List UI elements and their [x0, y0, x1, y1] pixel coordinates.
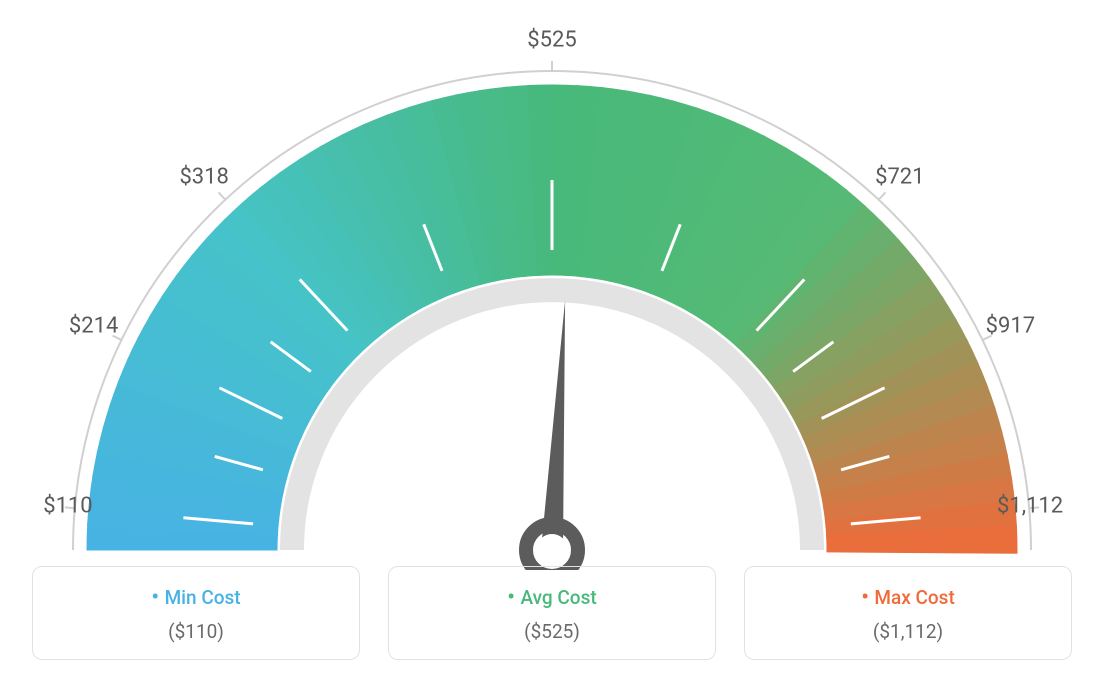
gauge-svg — [22, 10, 1082, 570]
gauge-tick-label: $214 — [69, 314, 118, 339]
legend-title-max: Max Cost — [755, 585, 1061, 610]
gauge-chart: $110 $214 $318 $525 $721 $917 $1,112 — [22, 10, 1082, 570]
gauge-tick-label: $318 — [179, 165, 228, 190]
legend-row: Min Cost ($110) Avg Cost ($525) Max Cost… — [32, 566, 1072, 660]
legend-value-min: ($110) — [43, 620, 349, 643]
legend-card-min: Min Cost ($110) — [32, 566, 360, 660]
legend-value-max: ($1,112) — [755, 620, 1061, 643]
gauge-tick-label: $917 — [986, 314, 1035, 339]
legend-value-avg: ($525) — [399, 620, 705, 643]
gauge-tick-label: $1,112 — [997, 493, 1063, 518]
gauge-tick-label: $525 — [527, 28, 576, 53]
gauge-tick-label: $110 — [43, 493, 92, 518]
legend-card-max: Max Cost ($1,112) — [744, 566, 1072, 660]
legend-title-avg: Avg Cost — [399, 585, 705, 610]
legend-title-min: Min Cost — [43, 585, 349, 610]
legend-card-avg: Avg Cost ($525) — [388, 566, 716, 660]
gauge-tick-label: $721 — [875, 165, 924, 190]
